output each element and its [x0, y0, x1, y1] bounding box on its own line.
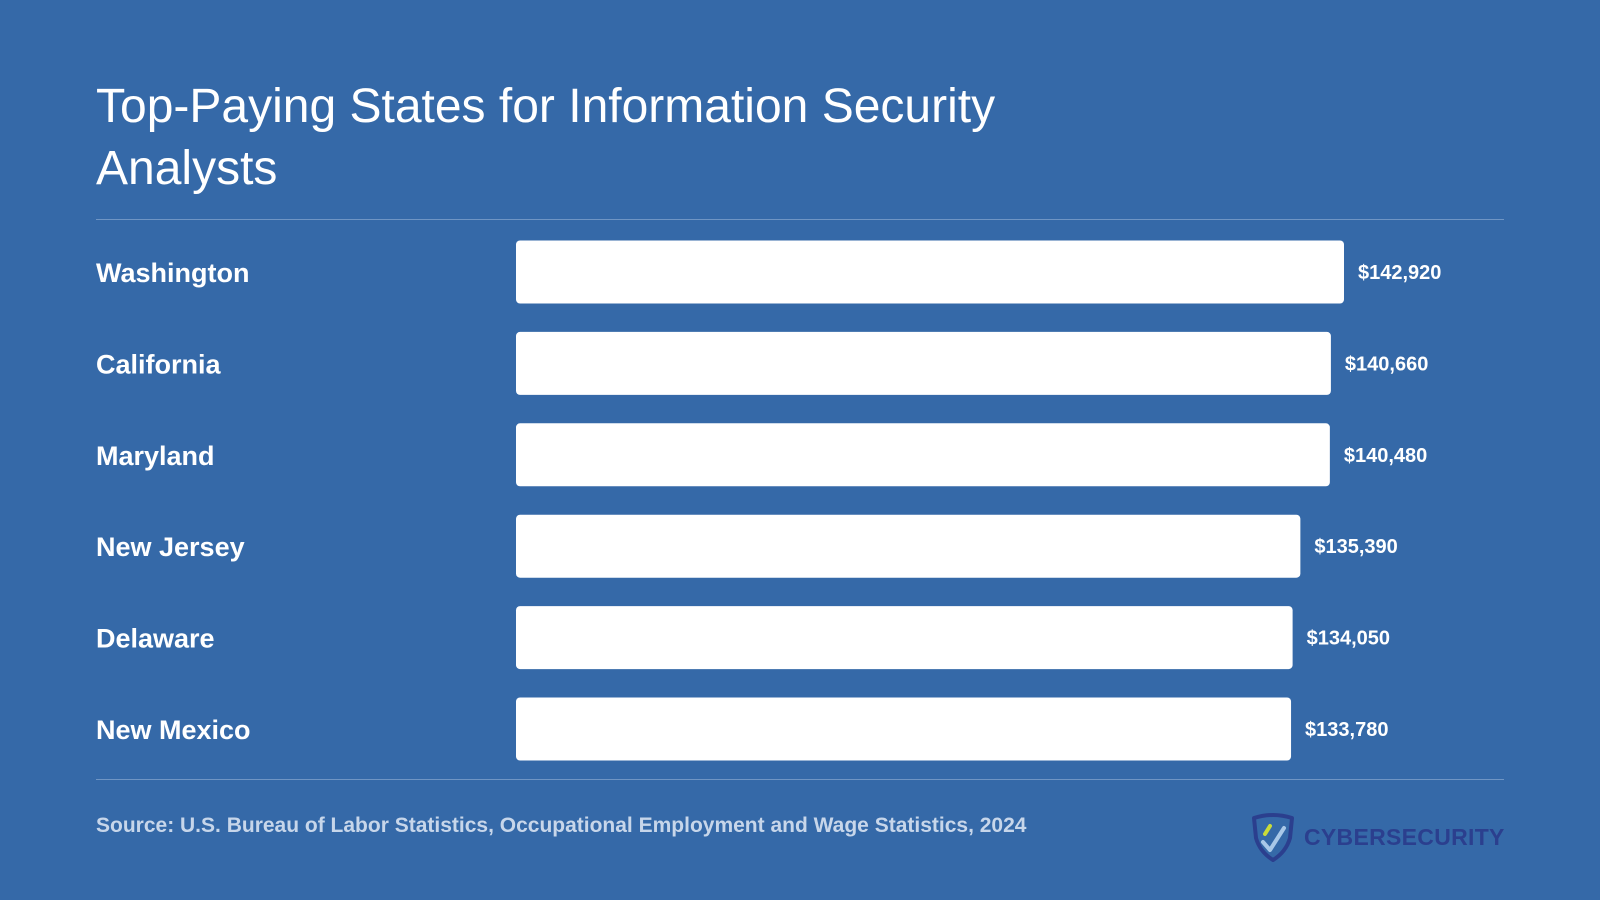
chart-title: Top-Paying States for Information Securi… — [96, 80, 996, 195]
bar-new-mexico — [516, 697, 1292, 761]
value-label-new-jersey: $135,390 — [1314, 536, 1397, 558]
bar-new-jersey — [516, 514, 1301, 578]
value-label-california: $140,660 — [1345, 353, 1428, 375]
bar-delaware — [516, 606, 1293, 670]
category-label-california: California — [96, 349, 222, 379]
category-label-new-jersey: New Jersey — [96, 532, 245, 562]
top-divider — [96, 219, 1504, 220]
bottom-divider — [96, 779, 1504, 780]
bar-california — [516, 331, 1331, 395]
category-label-delaware: Delaware — [96, 624, 215, 654]
brand-logo: CYBERSECURITY — [1250, 812, 1505, 862]
category-label-washington: Washington — [96, 258, 249, 288]
shield-icon — [1252, 813, 1294, 862]
value-label-new-mexico: $133,780 — [1305, 719, 1388, 741]
logo-wordmark: CYBERSECURITY — [1304, 823, 1505, 850]
value-label-washington: $142,920 — [1358, 262, 1441, 284]
value-label-delaware: $134,050 — [1307, 628, 1390, 650]
category-label-new-mexico: New Mexico — [96, 715, 251, 745]
value-label-maryland: $140,480 — [1344, 445, 1427, 467]
bar-washington — [516, 240, 1344, 304]
source-note: Source: U.S. Bureau of Labor Statistics,… — [96, 814, 1027, 837]
bar-maryland — [516, 423, 1330, 487]
category-label-maryland: Maryland — [96, 441, 215, 471]
